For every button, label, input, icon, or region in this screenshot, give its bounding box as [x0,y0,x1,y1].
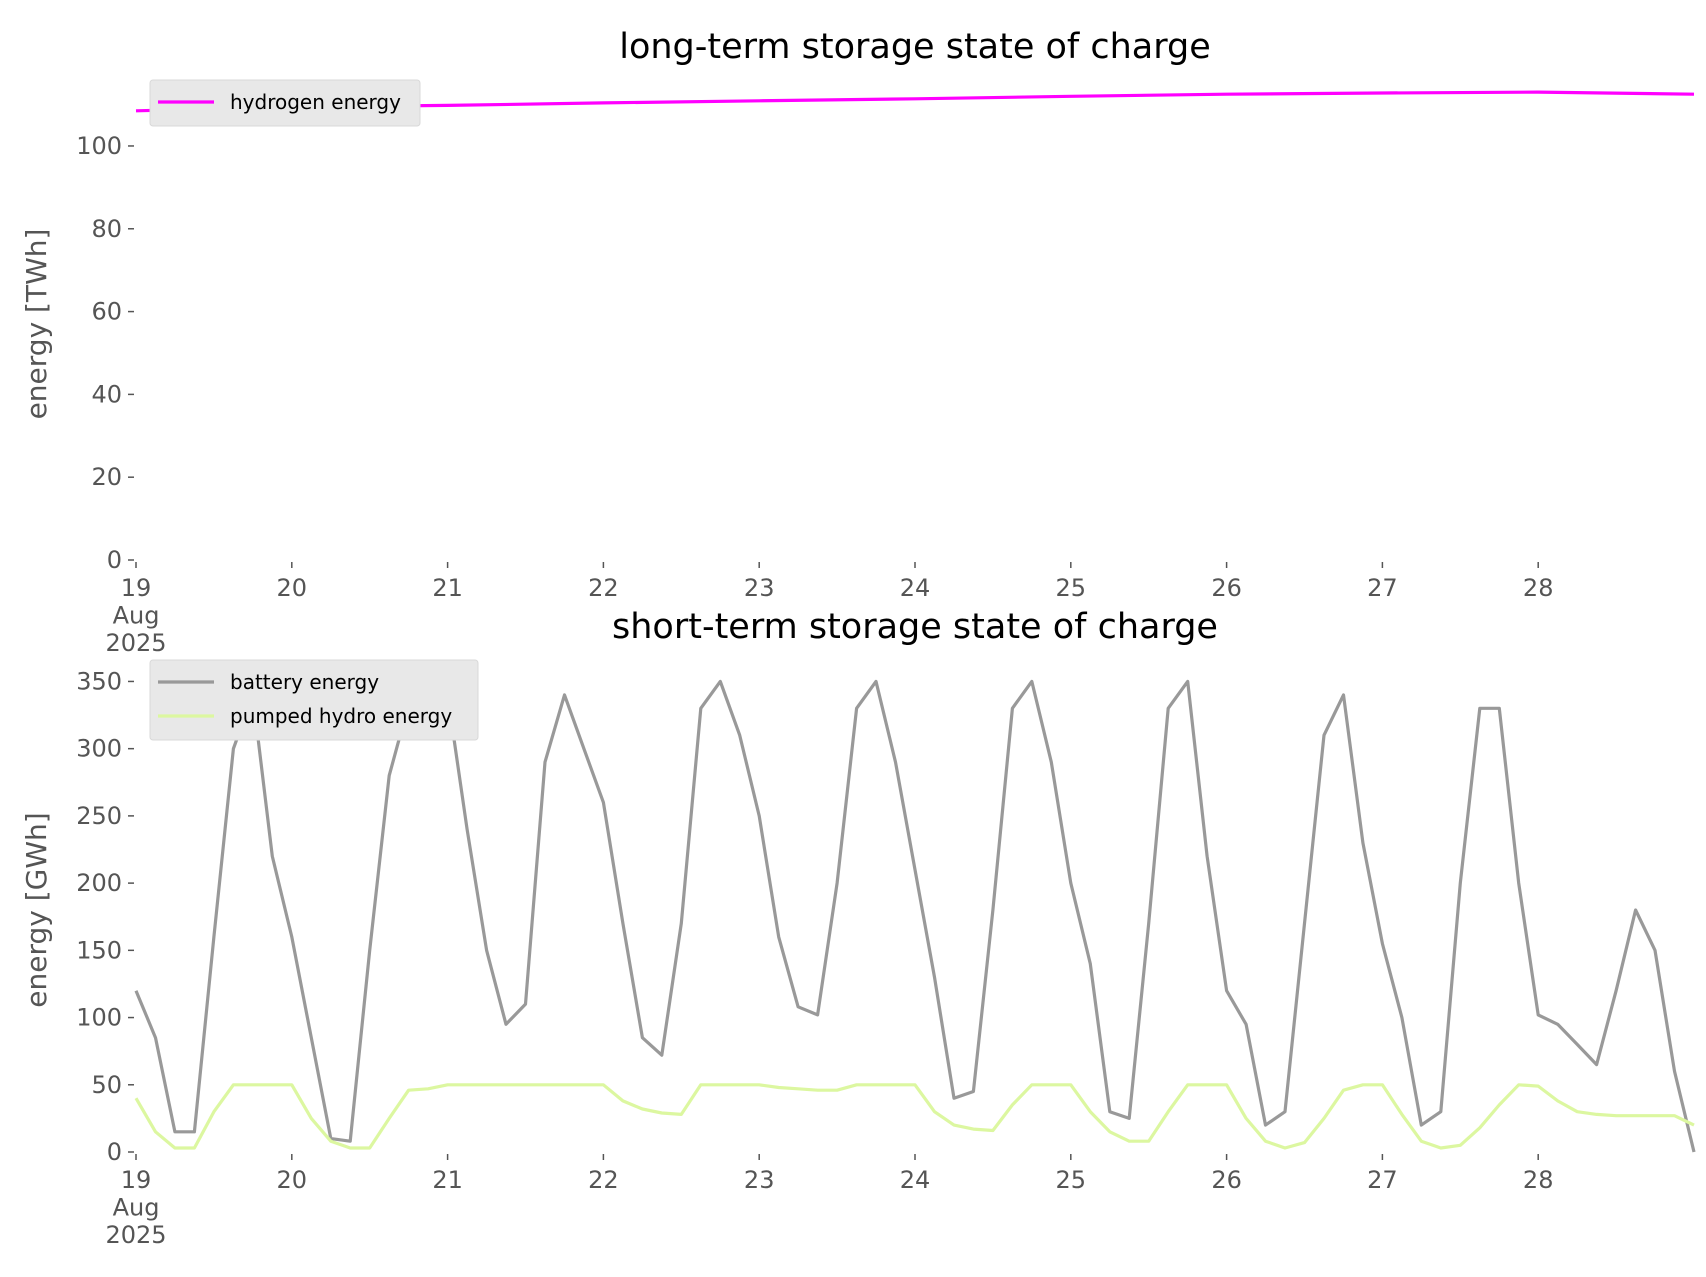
x-tick-label: 26 [1211,1166,1242,1194]
x-tick-label: 19 Aug 2025 [105,574,166,657]
y-axis-label: energy [TWh] [20,229,53,420]
x-tick-label: 27 [1367,1166,1398,1194]
x-tick-label: 21 [432,574,463,602]
x-tick-label: 20 [277,574,308,602]
y-tick-label: 100 [76,1004,122,1032]
legend-label: pumped hydro energy [230,704,452,728]
x-tick-label: 22 [588,1166,619,1194]
y-tick-label: 150 [76,936,122,964]
x-tick-label: 19 Aug 2025 [105,1166,166,1249]
y-tick-label: 250 [76,802,122,830]
y-tick-label: 50 [91,1071,122,1099]
x-tick-label: 23 [744,574,775,602]
legend-box [149,79,421,127]
y-tick-label: 100 [76,132,122,160]
y-tick-label: 20 [91,463,122,491]
y-tick-label: 60 [91,298,122,326]
x-tick-label: 21 [432,1166,463,1194]
legend-box [149,659,479,741]
x-tick-label: 26 [1211,574,1242,602]
y-tick-label: 200 [76,869,122,897]
legend-label: battery energy [230,670,379,694]
y-tick-label: 300 [76,735,122,763]
data-line [134,1083,1695,1150]
y-axis-label: energy [GWh] [20,812,53,1007]
x-tick-label: 25 [1056,574,1087,602]
legend: hydrogen energy [149,79,421,127]
chart-title: long-term storage state of charge [619,27,1211,67]
y-tick-label: 0 [107,1138,122,1166]
x-tick-label: 24 [900,574,931,602]
y-tick-label: 350 [76,667,122,695]
x-tick-label: 25 [1056,1166,1087,1194]
legend: battery energy pumped hydro energy [149,659,479,741]
x-tick-label: 24 [900,1166,931,1194]
legend-label: hydrogen energy [230,90,401,114]
x-tick-label: 20 [277,1166,308,1194]
x-tick-label: 27 [1367,574,1398,602]
chart-title: short-term storage state of charge [612,607,1218,647]
y-tick-label: 40 [91,380,122,408]
data-line [134,679,1696,1153]
x-tick-label: 28 [1523,574,1554,602]
x-tick-label: 22 [588,574,619,602]
y-tick-label: 0 [107,546,122,574]
x-tick-label: 28 [1523,1166,1554,1194]
y-tick-label: 80 [91,215,122,243]
x-tick-label: 23 [744,1166,775,1194]
